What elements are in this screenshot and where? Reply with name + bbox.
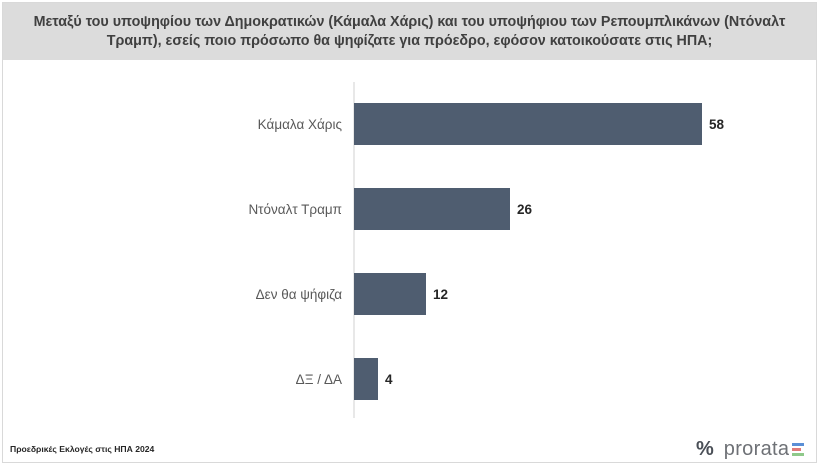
data-label: 58: [709, 117, 725, 132]
category-label: Ντόναλτ Τραμπ: [248, 202, 342, 217]
data-label: 4: [385, 372, 393, 387]
logo-bar: [792, 442, 805, 446]
logo-wordmark: prorata: [723, 437, 790, 460]
chart-header: Μεταξύ του υποψηφίου των Δημοκρατικών (Κ…: [3, 3, 816, 60]
bar: [354, 103, 702, 145]
chart-title: Μεταξύ του υποψηφίου των Δημοκρατικών (Κ…: [33, 13, 786, 49]
logo-bars-icon: [792, 442, 805, 456]
logo-bar: [792, 452, 805, 456]
category-label: Κάμαλα Χάρις: [258, 117, 343, 132]
prorata-logo: % prorata: [696, 437, 805, 461]
percent-icon: %: [696, 437, 714, 460]
data-label: 12: [433, 287, 448, 302]
bar: [354, 358, 378, 400]
bar: [354, 188, 510, 230]
logo-bar: [792, 447, 802, 451]
data-label: 26: [517, 202, 533, 217]
bar: [354, 273, 426, 315]
category-label: Δεν θα ψήφιζα: [256, 287, 343, 302]
chart-frame: [2, 2, 817, 463]
category-label: ΔΞ / ΔΑ: [296, 372, 342, 387]
footer-label: Προεδρικές Εκλογές στις ΗΠΑ 2024: [10, 444, 155, 454]
